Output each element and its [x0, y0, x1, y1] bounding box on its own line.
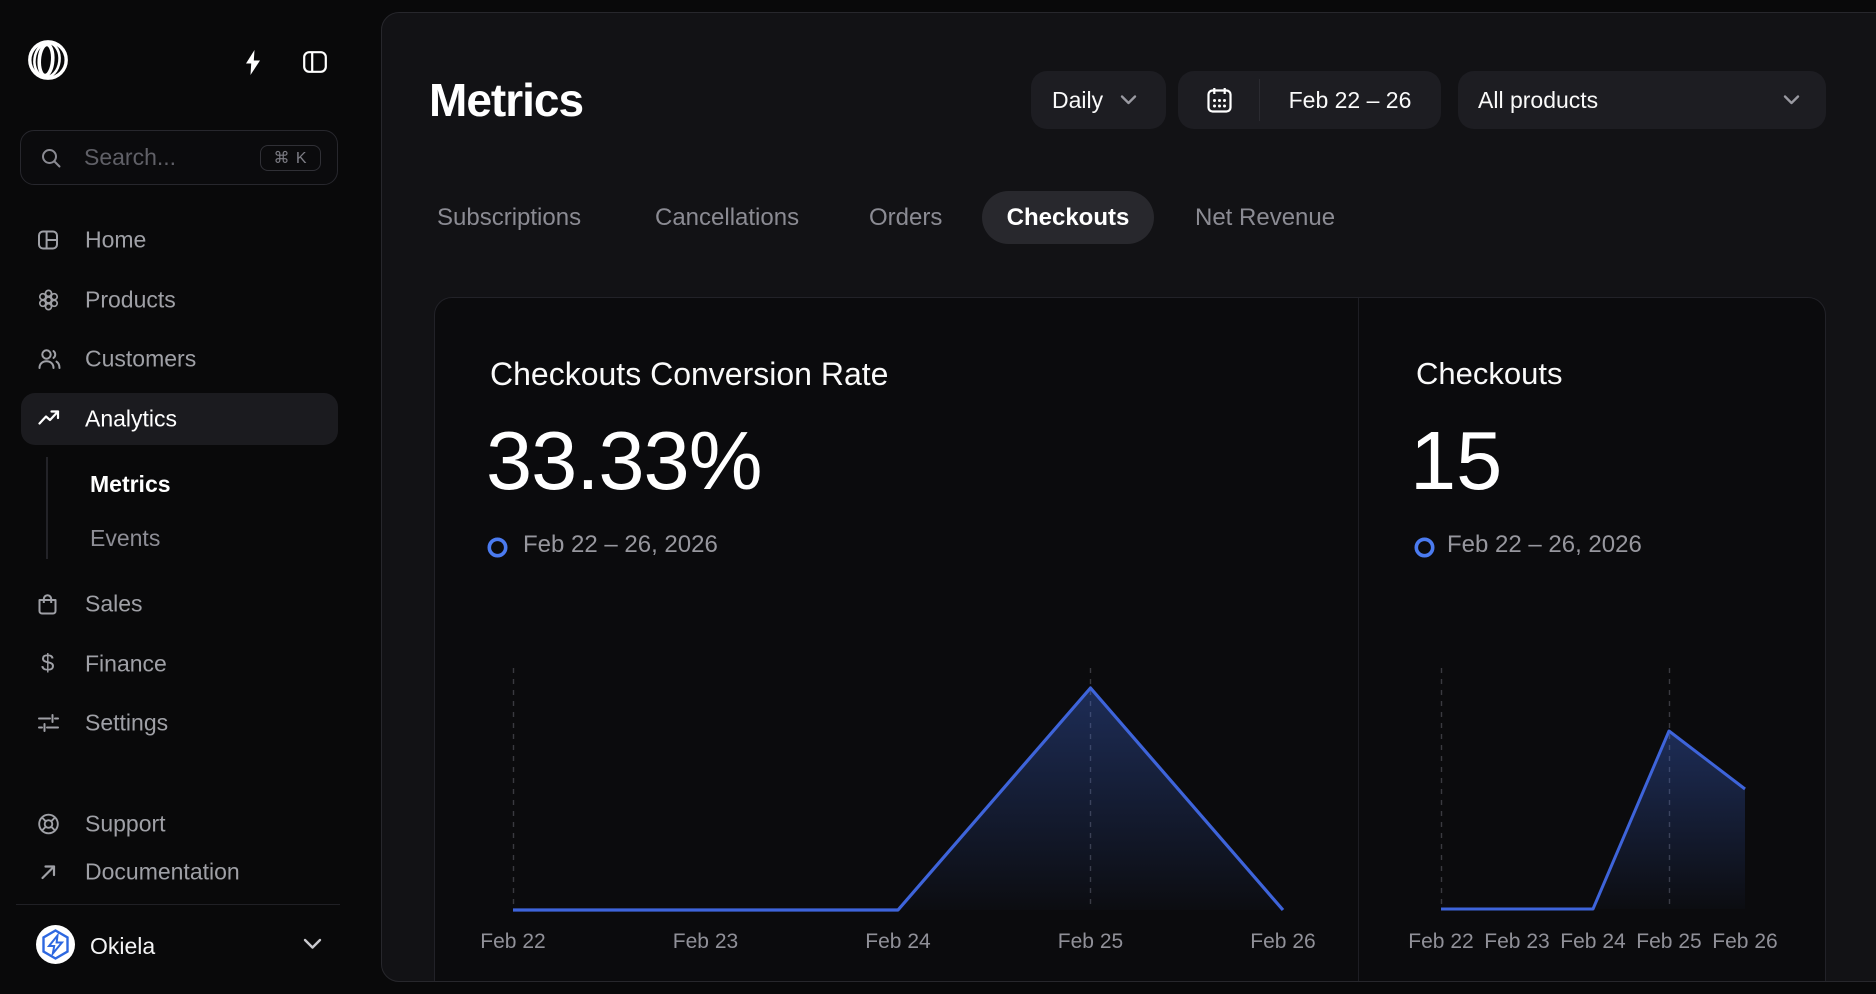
svg-text:Feb 26: Feb 26	[1712, 930, 1777, 953]
svg-text:Feb 23: Feb 23	[1484, 930, 1549, 953]
svg-text:Feb 25: Feb 25	[1058, 930, 1123, 953]
svg-text:Feb 24: Feb 24	[1560, 930, 1626, 953]
svg-text:Feb 22: Feb 22	[480, 930, 545, 953]
svg-text:Feb 26: Feb 26	[1250, 930, 1315, 953]
svg-text:Feb 22: Feb 22	[1408, 930, 1473, 953]
svg-text:Feb 23: Feb 23	[673, 930, 738, 953]
svg-text:Feb 25: Feb 25	[1636, 930, 1701, 953]
svg-text:Feb 24: Feb 24	[865, 930, 931, 953]
